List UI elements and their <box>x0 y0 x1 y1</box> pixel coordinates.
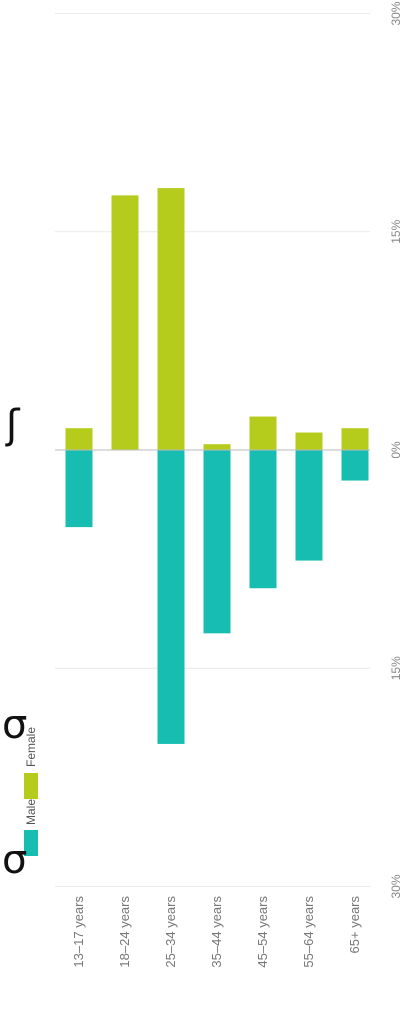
bar-female <box>203 444 231 450</box>
bar-male <box>295 450 323 561</box>
value-tick-label: 15% <box>389 219 403 243</box>
bar-female <box>341 428 369 450</box>
bar-male <box>65 450 93 528</box>
legend-label-female: Female <box>24 727 38 767</box>
bar-male <box>249 450 277 589</box>
category-label: 13–17 years <box>71 896 86 968</box>
legend-swatch-female <box>24 773 38 799</box>
bar-female <box>249 416 277 450</box>
category-label: 35–44 years <box>209 896 224 968</box>
bar-female <box>111 195 139 450</box>
value-tick-label: 0% <box>389 441 403 459</box>
value-tick-label: 30% <box>389 874 403 898</box>
category-label: 55–64 years <box>301 896 316 968</box>
category-label: 65+ years <box>347 896 362 954</box>
bar-female <box>157 188 185 450</box>
legend-label-male: Male <box>24 799 38 825</box>
cropped-text-fragment-3: σ <box>2 837 28 883</box>
bar-female <box>295 432 323 450</box>
bar-male <box>157 450 185 744</box>
category-label: 45–54 years <box>255 896 270 968</box>
category-label: 18–24 years <box>117 896 132 968</box>
legend-swatch-male <box>24 830 38 856</box>
bar-male <box>203 450 231 634</box>
value-tick-label: 30% <box>389 1 403 25</box>
cropped-text-fragment-2: σ <box>2 702 28 748</box>
bar-male <box>341 450 369 481</box>
category-label: 25–34 years <box>163 896 178 968</box>
cropped-text-fragment-1: ʃ <box>6 402 20 448</box>
bar-female <box>65 428 93 450</box>
value-tick-label: 15% <box>389 656 403 680</box>
